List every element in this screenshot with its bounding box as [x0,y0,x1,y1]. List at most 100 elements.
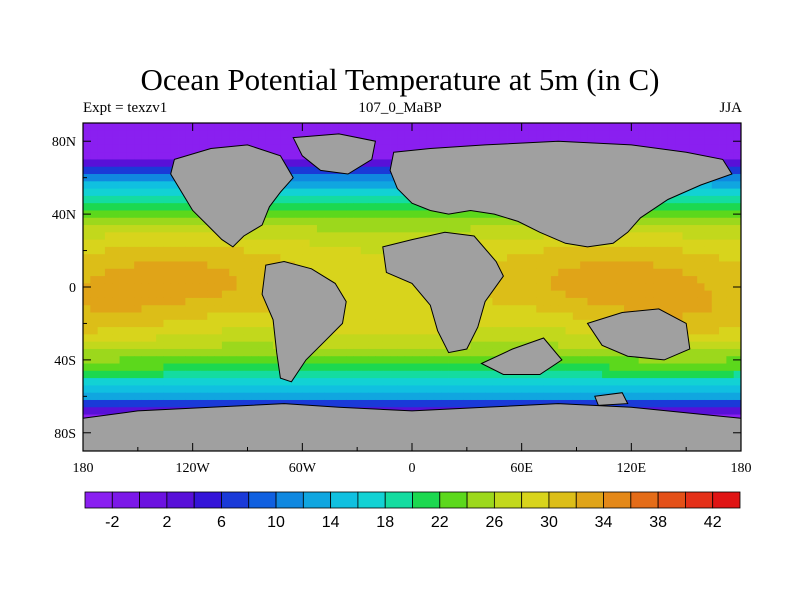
field-cell [156,144,164,153]
field-cell [660,137,669,146]
field-cell [346,188,354,197]
field-cell [404,123,413,131]
field-cell [558,327,566,335]
field-cell [185,246,194,255]
field-cell [316,370,325,379]
field-cell [704,399,713,408]
field-cell [419,232,428,241]
field-cell [697,392,705,401]
field-cell [163,254,172,262]
field-cell [470,385,479,394]
field-cell [587,348,596,357]
field-cell [214,334,223,343]
field-cell [536,254,544,262]
field-cell [521,283,530,292]
field-cell [287,152,296,160]
field-cell [119,305,128,313]
field-cell [404,144,413,153]
field-cell [126,407,135,415]
field-cell [587,276,596,284]
field-cell [587,392,596,401]
field-cell [675,363,683,372]
field-cell [141,166,150,175]
field-cell [156,276,164,284]
field-cell [638,290,647,299]
field-cell [163,348,172,357]
field-cell [499,130,508,138]
field-cell [594,356,603,364]
field-cell [243,137,252,146]
field-cell [324,348,332,357]
field-cell [624,378,632,386]
field-cell [221,356,230,364]
field-cell [726,356,735,364]
field-cell [170,334,179,343]
field-cell [97,378,106,386]
field-cell [682,246,691,255]
field-cell [265,348,274,357]
x-axis: 180 120W 60W 0 60E 120E 180 [73,123,752,476]
field-cell [178,123,186,131]
field-cell [316,232,325,241]
field-cell [141,144,150,153]
colorbar-box [221,491,250,509]
field-cell [97,203,106,211]
field-cell [251,334,259,343]
field-cell [412,217,420,226]
field-cell [258,144,267,153]
field-cell [156,217,164,226]
field-cell [236,239,245,248]
field-cell [192,232,201,241]
field-cell [331,356,340,364]
field-cell [528,378,537,386]
field-cell [382,203,391,211]
colorbar-box [521,491,550,509]
field-cell [229,246,237,255]
field-cell [134,239,142,248]
field-cell [602,261,610,270]
field-cell [83,203,91,211]
field-cell [580,276,588,284]
field-cell [309,392,318,401]
field-cell [295,232,303,241]
field-cell [499,254,508,262]
field-cell [426,341,435,350]
field-cell [733,203,741,211]
field-cell [645,399,654,408]
field-cell [404,319,413,328]
field-cell [733,254,741,262]
field-cell [97,188,106,197]
field-cell [631,305,640,313]
field-cell [236,370,245,379]
field-cell [141,254,150,262]
field-cell [346,378,354,386]
field-cell [638,283,647,292]
field-cell [346,370,354,379]
field-cell [83,341,91,350]
field-cell [719,130,727,138]
field-cell [119,290,128,299]
field-cell [638,297,647,306]
field-cell [675,290,683,299]
field-cell [134,195,142,204]
field-cell [667,385,676,394]
colorbar-label: 14 [322,514,340,531]
field-cell [550,378,559,386]
field-cell [243,370,252,379]
field-cell [229,123,237,131]
field-cell [97,385,106,394]
field-cell [207,232,215,241]
colorbar-box [84,491,113,509]
field-cell [90,144,99,153]
field-cell [148,144,157,153]
field-cell [711,246,720,255]
field-cell [463,399,471,408]
field-cell [675,210,683,219]
field-cell [675,268,683,277]
field-cell [295,392,303,401]
field-cell [653,378,661,386]
field-cell [704,225,713,233]
field-cell [104,210,113,219]
field-cell [163,312,172,321]
field-cell [667,239,676,248]
